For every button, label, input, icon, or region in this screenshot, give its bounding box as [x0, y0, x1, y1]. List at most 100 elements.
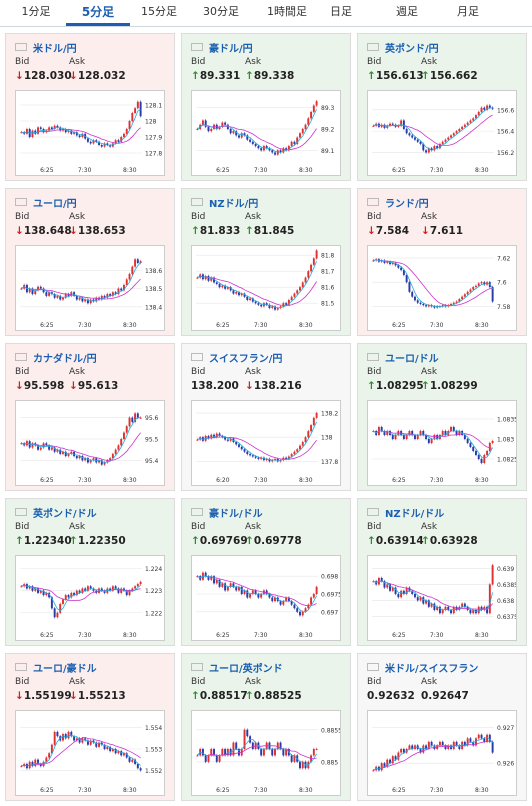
x-tick-label: 6:25 — [216, 167, 230, 174]
candle-body — [37, 588, 39, 593]
candle-body — [251, 590, 254, 594]
candle-body — [491, 107, 494, 109]
mini-chart[interactable]: 0.885 0.8855 6:25 7:30 8:30 — [191, 710, 341, 796]
rate-card[interactable]: 豪ドル/円 Bid Ask ↑89.331 ↑89.338 89.3 89.2 89.1 6:2… — [181, 33, 351, 181]
rate-card[interactable]: 豪ドル/ドル Bid Ask ↑0.69769 ↑0.69778 0.698 0.6975 0… — [181, 498, 351, 646]
candle-body — [117, 751, 120, 754]
bid-value: 0.92632 — [367, 690, 415, 702]
rate-card[interactable]: ユーロ/ドル Bid Ask ↑1.08295 ↑1.08299 1.0835 1.083 1… — [357, 343, 527, 491]
tab-6[interactable]: 日足 — [330, 5, 352, 18]
rate-card[interactable]: カナダドル/円 Bid Ask ↓95.598 ↓95.613 95.6 95.5 95.4 6… — [5, 343, 175, 491]
currency-pair-link[interactable]: 米ドル/円 — [33, 43, 77, 55]
rate-card[interactable]: ユーロ/豪ドル Bid Ask ↓1.55199 ↓1.55213 1.554 1.553 1… — [5, 653, 175, 801]
down-arrow-icon: ↓ — [421, 225, 430, 237]
mini-chart[interactable]: 128.1 128 127.9 127.8 6:25 7:30 8:30 — [15, 90, 165, 176]
mini-chart[interactable]: 95.6 95.5 95.4 6:25 7:30 8:30 — [15, 400, 165, 486]
mini-chart[interactable]: 81.8 81.7 81.6 81.5 6:25 7:30 8:30 — [191, 245, 341, 331]
currency-pair-link[interactable]: ユーロ/豪ドル — [33, 663, 97, 675]
candle-body — [34, 759, 37, 767]
currency-pair-link[interactable]: ランド/円 — [385, 198, 429, 210]
rate-card[interactable]: ランド/円 Bid Ask ↓7.584 ↓7.611 7.62 7.6 7.58 6:25 7:… — [357, 188, 527, 336]
currency-pair-link[interactable]: ユーロ/ドル — [385, 353, 439, 365]
rate-card[interactable]: 英ポンド/円 Bid Ask ↑156.613 ↑156.662 156.6 156.4 15… — [357, 33, 527, 181]
candle-body — [103, 744, 106, 749]
ask-label: Ask — [421, 522, 438, 532]
mini-chart[interactable]: 138.2 138 137.8 6:20 7:30 8:30 — [191, 400, 341, 486]
card-title: 米ドル/スイスフラン — [367, 660, 479, 675]
uk-flag-icon — [367, 43, 379, 51]
card-title: カナダドル/円 — [15, 350, 97, 365]
rate-card[interactable]: ユーロ/英ポンド Bid Ask ↑0.88517 ↑0.88525 0.885 0.885… — [181, 653, 351, 801]
currency-pair-link[interactable]: NZドル/ドル — [385, 508, 445, 520]
candle-body — [201, 749, 204, 756]
candle-body — [271, 597, 274, 602]
ask-label: Ask — [245, 57, 262, 67]
candle-body — [59, 603, 62, 613]
tab-8[interactable]: 月足 — [457, 5, 479, 18]
tab-7[interactable]: 週足 — [396, 5, 418, 18]
y-tick-label: 81.5 — [321, 301, 335, 308]
mini-chart[interactable]: 138.6 138.5 138.4 6:25 7:30 8:30 — [15, 245, 165, 331]
rate-card[interactable]: 米ドル/スイスフラン Bid Ask 0.92632 0.92647 0.927 0.926… — [357, 653, 527, 801]
ask-label: Ask — [421, 212, 438, 222]
candle-body — [204, 755, 207, 762]
ask-label: Ask — [69, 522, 86, 532]
currency-pair-link[interactable]: ユーロ/円 — [33, 198, 77, 210]
candle-body — [414, 594, 416, 598]
mini-chart[interactable]: 0.927 0.926 6:25 7:30 8:30 — [367, 710, 517, 796]
rate-card[interactable]: NZドル/ドル Bid Ask ↑0.63914 ↑0.63928 0.639 0.6385… — [357, 498, 527, 646]
x-tick-label: 7:30 — [78, 477, 92, 484]
currency-pair-link[interactable]: 豪ドル/円 — [209, 43, 253, 55]
candle-body — [386, 584, 389, 588]
rate-card[interactable]: NZドル/円 Bid Ask ↑81.833 ↑81.845 81.8 81.7 81.6 81… — [181, 188, 351, 336]
candle-body — [106, 746, 109, 749]
mini-chart[interactable]: 156.6 156.4 156.2 6:25 7:30 8:30 — [367, 90, 517, 176]
tab-5[interactable]: 1時間足 — [267, 5, 307, 18]
candle-body — [389, 584, 391, 591]
candle-body — [304, 277, 307, 283]
currency-pair-link[interactable]: 英ポンド/ドル — [33, 508, 97, 520]
mini-chart[interactable]: 0.698 0.6975 0.697 6:25 7:30 8:30 — [191, 555, 341, 641]
candle-body — [296, 449, 299, 452]
mini-chart[interactable]: 7.62 7.6 7.58 6:25 7:30 8:30 — [367, 245, 517, 331]
candle-body — [92, 458, 95, 461]
rate-card[interactable]: 英ポンド/ドル Bid Ask ↑1.22340 ↑1.22350 1.224 1.223 1… — [5, 498, 175, 646]
rate-card[interactable]: スイスフラン/円 Bid Ask 138.200 ↓138.216 138.2 138 137… — [181, 343, 351, 491]
x-tick-label: 8:30 — [475, 322, 489, 329]
currency-pair-link[interactable]: ユーロ/英ポンド — [209, 663, 283, 675]
mini-chart[interactable]: 1.224 1.223 1.222 6:25 7:30 8:30 — [15, 555, 165, 641]
currency-pair-link[interactable]: 米ドル/スイスフラン — [385, 663, 479, 675]
mini-chart[interactable]: 0.639 0.6385 0.638 0.6375 6:25 7:30 8:30 — [367, 555, 517, 641]
rate-card[interactable]: ユーロ/円 Bid Ask ↓138.648 ↓138.653 138.6 138.5 138… — [5, 188, 175, 336]
candlestick-chart: 7.62 7.6 7.58 6:25 7:30 8:30 — [372, 256, 511, 329]
tab-3[interactable]: 15分足 — [141, 5, 177, 18]
candle-body — [282, 749, 285, 756]
ask-value: ↓128.032 — [69, 70, 126, 82]
mini-chart[interactable]: 1.554 1.553 1.552 6:25 7:30 8:30 — [15, 710, 165, 796]
ask-label: Ask — [69, 677, 86, 687]
candle-body — [268, 458, 271, 462]
candle-body — [466, 738, 469, 746]
candle-body — [136, 101, 139, 109]
rate-card[interactable]: 米ドル/円 Bid Ask ↓128.030 ↓128.032 128.1 128 127.9… — [5, 33, 175, 181]
candle-body — [215, 755, 218, 762]
candle-body — [383, 431, 386, 435]
tab-1[interactable]: 1分足 — [21, 5, 51, 18]
candle-body — [114, 140, 117, 144]
candle-body — [249, 594, 252, 598]
currency-pair-link[interactable]: 英ポンド/円 — [385, 43, 439, 55]
currency-pair-link[interactable]: NZドル/円 — [209, 198, 259, 210]
candle-body — [20, 766, 23, 768]
tab-2[interactable]: 5分足 — [66, 0, 130, 26]
currency-pair-link[interactable]: スイスフラン/円 — [209, 353, 283, 365]
candle-body — [98, 742, 100, 747]
candle-body — [279, 460, 282, 462]
candle-body — [92, 588, 95, 591]
candle-body — [394, 756, 397, 760]
currency-pair-link[interactable]: カナダドル/円 — [33, 353, 97, 365]
candle-body — [307, 271, 310, 278]
mini-chart[interactable]: 1.0835 1.083 1.0825 6:25 7:30 8:30 — [367, 400, 517, 486]
tab-4[interactable]: 30分足 — [203, 5, 239, 18]
mini-chart[interactable]: 89.3 89.2 89.1 6:25 7:30 8:30 — [191, 90, 341, 176]
currency-pair-link[interactable]: 豪ドル/ドル — [209, 508, 263, 520]
